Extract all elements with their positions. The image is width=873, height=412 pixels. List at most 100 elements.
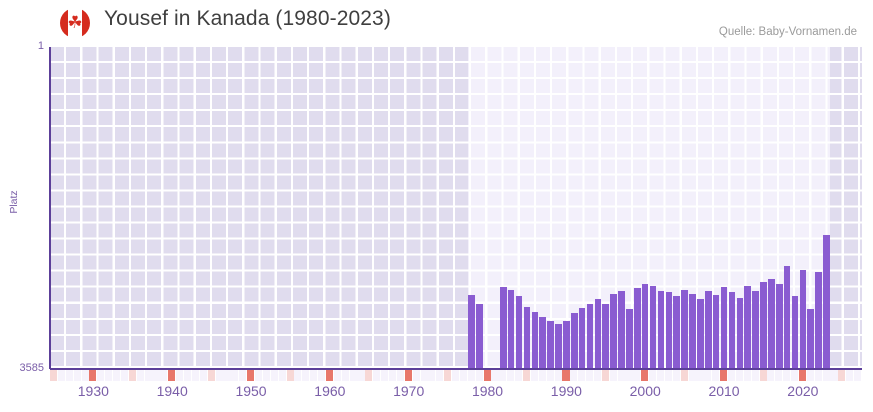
tick-cell [491, 370, 499, 381]
tick-cell [270, 370, 278, 381]
bar-1994[interactable] [594, 298, 602, 368]
tick-half-decade-1975 [444, 370, 452, 381]
flag-band-right [82, 8, 90, 38]
bar-2015[interactable] [760, 281, 767, 368]
bar-1995[interactable] [602, 304, 610, 368]
tick-cell [452, 370, 460, 381]
flag-band-left [60, 8, 68, 38]
tick-half-decade-2015 [759, 370, 767, 381]
x-axis-tick-strip [50, 370, 862, 381]
tick-cell [664, 370, 672, 381]
tick-cell [791, 370, 799, 381]
bar-1990[interactable] [563, 321, 570, 368]
tick-cell [704, 370, 712, 381]
tick-cell [775, 370, 783, 381]
bar-1996[interactable] [610, 293, 617, 368]
tick-cell [846, 370, 854, 381]
tick-cell [381, 370, 389, 381]
bar-2012[interactable] [736, 297, 744, 368]
chart-plot-area [50, 47, 862, 368]
bar-2004[interactable] [673, 296, 681, 368]
bar-2011[interactable] [728, 292, 736, 368]
bar-1979[interactable] [476, 304, 483, 368]
tick-cell [412, 370, 420, 381]
bar-1989[interactable] [555, 324, 562, 368]
bar-2008[interactable] [704, 290, 712, 368]
tick-cell [120, 370, 129, 381]
tick-cell [136, 370, 144, 381]
tick-cell [278, 370, 286, 381]
tick-cell [814, 370, 822, 381]
tick-half-decade-2005 [680, 370, 688, 381]
tick-cell [97, 370, 105, 381]
bar-1997[interactable] [618, 290, 625, 368]
tick-cell [144, 370, 152, 381]
tick-cell [767, 370, 775, 381]
page-title: Yousef in Kanada (1980-2023) [104, 7, 391, 30]
tick-cell [239, 370, 247, 381]
bar-2021[interactable] [807, 309, 815, 368]
x-tick-label-1960: 1960 [314, 383, 346, 399]
bar-1988[interactable] [547, 321, 554, 368]
bar-2005[interactable] [681, 289, 688, 368]
bar-2020[interactable] [799, 269, 807, 368]
tick-cell [459, 370, 468, 381]
bar-2009[interactable] [712, 294, 720, 368]
bar-1982[interactable] [500, 286, 507, 368]
x-tick-label-1940: 1940 [156, 383, 188, 399]
tick-cell [727, 370, 736, 381]
bar-2019[interactable] [791, 296, 799, 368]
source-attribution: Quelle: Baby-Vornamen.de [718, 26, 857, 38]
tick-cell [688, 370, 696, 381]
bar-2014[interactable] [752, 290, 759, 368]
bar-1991[interactable] [570, 313, 578, 368]
tick-cell [191, 370, 199, 381]
tick-half-decade-1965 [365, 370, 373, 381]
bar-2000[interactable] [641, 284, 649, 368]
bar-1985[interactable] [523, 306, 531, 368]
bar-2017[interactable] [775, 284, 783, 368]
tick-cell [310, 370, 318, 381]
tick-half-decade-1935 [128, 370, 136, 381]
bar-2010[interactable] [720, 286, 728, 368]
bar-1998[interactable] [626, 309, 633, 368]
bar-2022[interactable] [815, 272, 822, 368]
tick-cell [73, 370, 81, 381]
tick-cell [262, 370, 270, 381]
bar-2001[interactable] [649, 285, 657, 368]
tick-cell [822, 370, 830, 381]
bar-2018[interactable] [783, 265, 791, 368]
y-axis-top-label: 1 [37, 40, 44, 52]
bar-2013[interactable] [744, 285, 751, 368]
chart-header: ☘ Yousef in Kanada (1980-2023) Quelle: B… [0, 0, 873, 46]
tick-decade-1960 [325, 370, 333, 381]
bar-2003[interactable] [665, 292, 673, 368]
bar-2006[interactable] [689, 293, 696, 368]
tick-cell [294, 370, 302, 381]
tick-decade-1950 [247, 370, 255, 381]
bar-1992[interactable] [578, 308, 586, 368]
bar-1984[interactable] [515, 296, 523, 368]
bar-1983[interactable] [507, 289, 515, 368]
tick-cell [223, 370, 231, 381]
x-axis-line [50, 368, 862, 370]
bar-1986[interactable] [531, 312, 539, 368]
bar-2002[interactable] [657, 290, 665, 368]
maple-leaf-icon: ☘ [67, 13, 83, 32]
x-tick-label-1930: 1930 [77, 383, 109, 399]
bar-1993[interactable] [586, 304, 594, 368]
bar-1978[interactable] [468, 294, 476, 368]
tick-half-decade-1995 [601, 370, 609, 381]
tick-cell [467, 370, 475, 381]
x-tick-label-1970: 1970 [393, 383, 425, 399]
bar-2023[interactable] [823, 235, 830, 368]
tick-cell [152, 370, 160, 381]
bar-1987[interactable] [539, 317, 546, 368]
tick-cell [530, 370, 538, 381]
bar-2016[interactable] [768, 278, 775, 368]
bar-2007[interactable] [697, 298, 704, 368]
tick-cell [593, 370, 602, 381]
tick-cell [184, 370, 192, 381]
bar-1999[interactable] [634, 288, 641, 368]
x-tick-label-1950: 1950 [235, 383, 267, 399]
